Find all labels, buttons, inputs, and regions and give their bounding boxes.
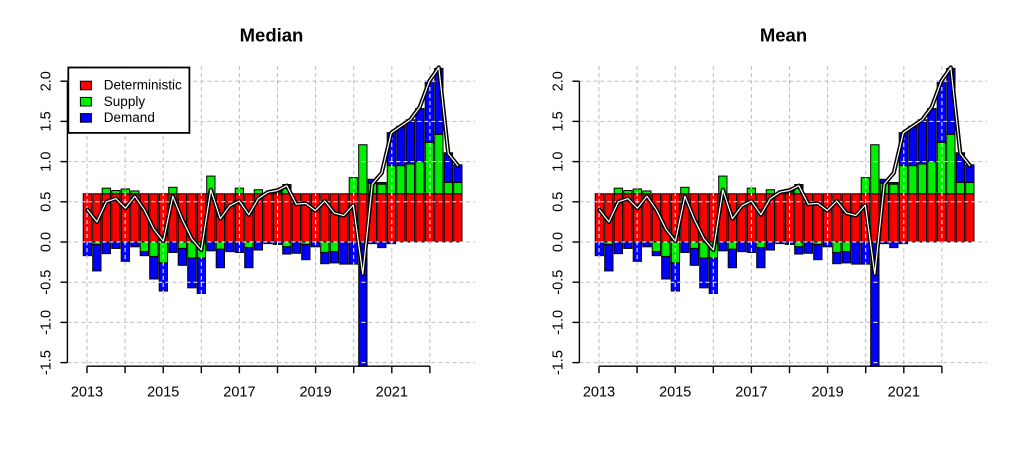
svg-text:1.5: 1.5 bbox=[38, 111, 54, 131]
svg-text:0.0: 0.0 bbox=[38, 232, 54, 252]
svg-text:0.5: 0.5 bbox=[38, 192, 54, 212]
svg-text:-1.0: -1.0 bbox=[38, 310, 54, 335]
svg-text:Demand: Demand bbox=[104, 110, 155, 125]
svg-text:-1.5: -1.5 bbox=[550, 350, 566, 375]
svg-text:2021: 2021 bbox=[888, 385, 920, 401]
svg-text:Median: Median bbox=[240, 25, 304, 46]
svg-text:2021: 2021 bbox=[376, 385, 408, 401]
svg-text:2015: 2015 bbox=[147, 385, 179, 401]
svg-text:-1.0: -1.0 bbox=[550, 310, 566, 335]
svg-text:2013: 2013 bbox=[71, 385, 103, 401]
svg-text:2.0: 2.0 bbox=[550, 71, 566, 91]
svg-text:Deterministic: Deterministic bbox=[104, 78, 182, 93]
svg-text:2019: 2019 bbox=[811, 385, 843, 401]
svg-text:2013: 2013 bbox=[583, 385, 615, 401]
svg-text:0.0: 0.0 bbox=[550, 232, 566, 252]
svg-text:1.0: 1.0 bbox=[550, 152, 566, 172]
svg-text:1.5: 1.5 bbox=[550, 111, 566, 131]
svg-text:-0.5: -0.5 bbox=[550, 270, 566, 295]
svg-text:Mean: Mean bbox=[760, 25, 807, 46]
svg-text:Supply: Supply bbox=[104, 94, 146, 109]
svg-text:2015: 2015 bbox=[659, 385, 691, 401]
svg-text:-1.5: -1.5 bbox=[38, 350, 54, 375]
svg-text:2019: 2019 bbox=[299, 385, 331, 401]
svg-text:0.5: 0.5 bbox=[550, 192, 566, 212]
svg-text:2.0: 2.0 bbox=[38, 71, 54, 91]
svg-text:2017: 2017 bbox=[223, 385, 255, 401]
svg-text:-0.5: -0.5 bbox=[38, 270, 54, 295]
svg-text:1.0: 1.0 bbox=[38, 152, 54, 172]
svg-text:2017: 2017 bbox=[735, 385, 767, 401]
